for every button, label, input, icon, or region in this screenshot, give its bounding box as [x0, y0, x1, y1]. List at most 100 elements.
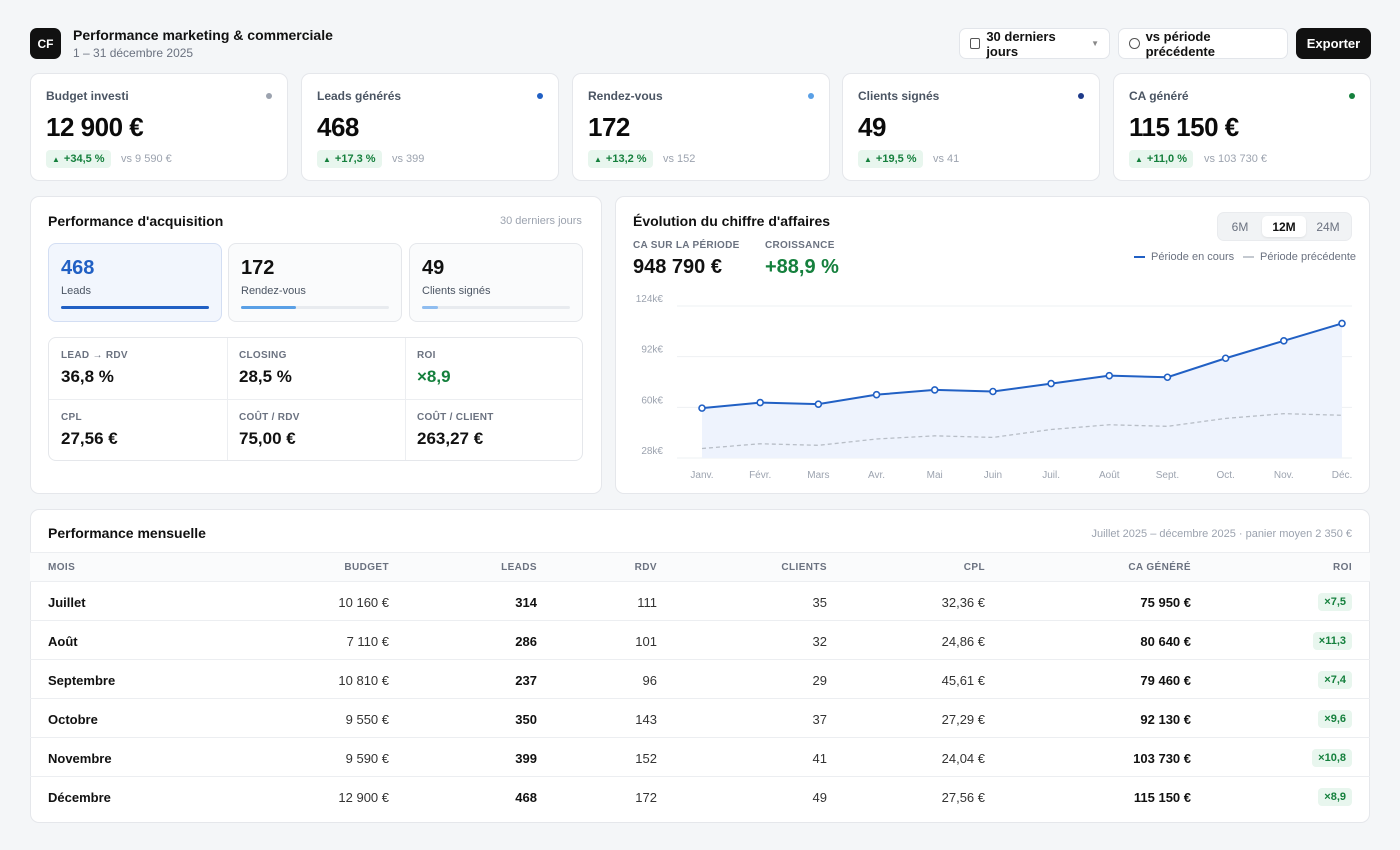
growth-value: +88,9 % [765, 256, 839, 278]
data-point[interactable] [756, 398, 764, 407]
metric-label: CLOSING [239, 350, 287, 361]
data-point[interactable] [930, 386, 939, 394]
monthly-note: Juillet 2025 – décembre 2025 · panier mo… [1091, 528, 1352, 540]
kpi-value: 49 [858, 112, 886, 142]
company-logo: CF [30, 28, 61, 59]
data-point[interactable] [698, 404, 706, 412]
data-point[interactable] [1047, 379, 1055, 388]
table-row[interactable]: Juillet 10 160 € 314 111 35 32,36 € 75 950 € ×7… [30, 582, 1370, 621]
kpi-compare: vs 152 [663, 153, 696, 165]
metric-label: COÛT / CLIENT [417, 412, 494, 423]
kpi-card-budget: Budget investi 12 900 € ▲ +34,5 % vs 9 59… [30, 73, 288, 181]
x-tick-label: Sept. [1156, 470, 1179, 481]
table-row[interactable]: Décembre 12 900 € 468 172 49 27,56 € 115 150 €… [30, 777, 1370, 816]
cell-mois: Septembre [48, 673, 116, 688]
revenue-title: Évolution du chiffre d'affaires [633, 213, 831, 229]
page-subtitle: 1 – 31 décembre 2025 [73, 46, 194, 60]
compare-toggle[interactable]: vs période précédente [1118, 28, 1288, 59]
export-button[interactable]: Exporter [1296, 28, 1371, 59]
column-header[interactable]: CA GÉNÉRÉ [1128, 562, 1191, 573]
divider [49, 399, 582, 400]
cell-leads: 314 [515, 595, 537, 610]
cell-mois: Novembre [48, 751, 112, 766]
funnel-progress-track [61, 306, 209, 309]
cell-budget: 9 590 € [345, 751, 389, 766]
x-tick-label: Juin [984, 470, 1002, 481]
legend-previous: Période précédente [1243, 251, 1356, 263]
cell-cpl: 27,56 € [941, 790, 985, 805]
metric-lead-rdv: LEAD → RDV 36,8 % [49, 338, 227, 400]
column-header[interactable]: MOIS [48, 562, 76, 573]
range-12m[interactable]: 12M [1262, 216, 1306, 237]
data-point[interactable] [1105, 371, 1114, 380]
range-24m[interactable]: 24M [1316, 219, 1340, 234]
funnel-progress-fill [61, 306, 209, 309]
metric-roi: ROI ×8,9 [405, 338, 583, 400]
column-header[interactable]: CLIENTS [781, 562, 827, 573]
funnel-progress-fill [241, 306, 296, 309]
kpi-value: 172 [588, 112, 630, 142]
column-header[interactable]: BUDGET [344, 562, 389, 573]
table-row[interactable]: Octobre 9 550 € 350 143 37 27,29 € 92 130 € ×9,… [30, 699, 1370, 738]
table-row[interactable]: Novembre 9 590 € 399 152 41 24,04 € 103 730 € ×… [30, 738, 1370, 777]
cell-leads: 350 [515, 712, 537, 727]
range-6m[interactable]: 6M [1231, 219, 1249, 234]
page-title: Performance marketing & commerciale [73, 27, 333, 43]
cell-clients: 37 [812, 712, 827, 727]
cell-leads: 399 [515, 751, 537, 766]
table-header: MOIS BUDGET LEADS RDV CLIENTS CPL CA GÉN… [30, 552, 1370, 582]
ca-period-label: CA SUR LA PÉRIODE [633, 240, 740, 251]
x-tick-label: Août [1099, 470, 1120, 481]
cell-clients: 29 [812, 673, 827, 688]
legend-label: Période précédente [1260, 251, 1357, 263]
x-tick-label: Janv. [690, 470, 713, 481]
growth-label: CROISSANCE [765, 240, 835, 251]
data-point[interactable] [1338, 319, 1346, 328]
legend-label: Période en cours [1151, 251, 1235, 263]
metric-cout-rdv: COÛT / RDV 75,00 € [227, 400, 405, 462]
series-line-previous [701, 413, 1343, 450]
arrow-up-icon: ▲ [864, 154, 872, 164]
cell-leads: 237 [515, 673, 537, 688]
table-row[interactable]: Août 7 110 € 286 101 32 24,86 € 80 640 € ×11,3 [30, 621, 1370, 660]
cell-cpl: 24,86 € [941, 634, 985, 649]
funnel-rdv[interactable]: 172 Rendez-vous [228, 243, 402, 322]
x-tick-label: Févr. [749, 470, 771, 481]
cell-cpl: 24,04 € [941, 751, 985, 766]
data-point[interactable] [989, 387, 997, 396]
cell-clients: 35 [812, 595, 827, 610]
column-header[interactable]: CPL [963, 562, 985, 573]
column-header[interactable]: LEADS [501, 562, 537, 573]
cell-budget: 10 160 € [338, 595, 389, 610]
data-point[interactable] [1221, 354, 1230, 363]
cell-cpl: 45,61 € [941, 673, 985, 688]
cell-ca: 103 730 € [1133, 751, 1191, 766]
kpi-delta-badge: ▲ +13,2 % [588, 150, 653, 168]
kpi-compare: vs 399 [392, 153, 425, 165]
arrow-up-icon: ▲ [1135, 154, 1143, 164]
cell-budget: 10 810 € [338, 673, 389, 688]
period-select[interactable]: 30 derniers jours ▼ [959, 28, 1110, 59]
column-header[interactable]: RDV [634, 562, 657, 573]
area-current [702, 323, 1342, 458]
data-point[interactable] [1280, 337, 1288, 345]
data-point[interactable] [814, 400, 823, 408]
kpi-value: 468 [317, 112, 359, 142]
legend-swatch [1243, 256, 1254, 258]
cell-ca: 92 130 € [1140, 712, 1191, 727]
table-row[interactable]: Septembre 10 810 € 237 96 29 45,61 € 79 460 € ×… [30, 660, 1370, 699]
data-point[interactable] [872, 390, 881, 399]
kpi-compare: vs 41 [933, 153, 960, 165]
column-header[interactable]: ROI [1333, 562, 1352, 573]
funnel-clients[interactable]: 49 Clients signés [409, 243, 583, 322]
cell-mois: Août [48, 634, 78, 649]
funnel-leads[interactable]: 468 Leads [48, 243, 222, 322]
kpi-delta-text: +17,3 % [334, 153, 376, 165]
funnel-value: 49 [422, 257, 445, 279]
roi-badge: ×11,3 [1312, 632, 1352, 650]
data-point[interactable] [1163, 373, 1172, 382]
kpi-card-rdv: Rendez-vous 172 ▲ +13,2 % vs 152 [572, 73, 830, 181]
metric-value: 75,00 € [239, 429, 296, 448]
cell-cpl: 27,29 € [941, 712, 985, 727]
cell-budget: 7 110 € [346, 634, 389, 649]
